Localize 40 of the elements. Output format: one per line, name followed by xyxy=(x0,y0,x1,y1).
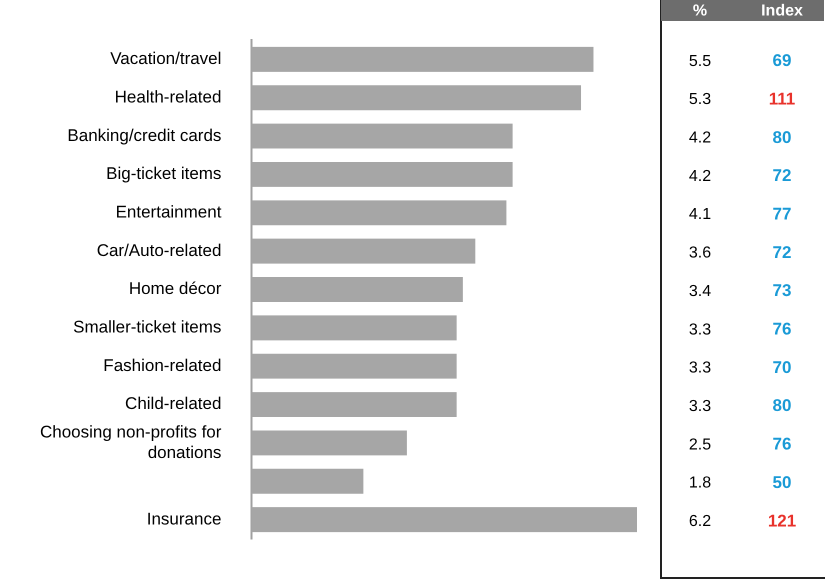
data-label: 3.6 xyxy=(688,244,712,262)
data-label: 3.3 xyxy=(688,321,712,338)
y-tick-label: Choosing non-profits for donations xyxy=(40,422,222,462)
text: 80 xyxy=(772,396,792,416)
y-tick-label: Insurance xyxy=(146,509,222,528)
text: 111 xyxy=(768,89,796,108)
data-label: 4.1 xyxy=(688,206,712,224)
text: 76 xyxy=(772,320,792,339)
y-tick-label: Smaller-ticket items xyxy=(73,318,222,337)
y-tick-label: Entertainment xyxy=(116,202,222,222)
y-tick-label: Home décor xyxy=(128,279,222,298)
data-label: 1.8 xyxy=(688,474,712,492)
y-tick-label: Fashion-related xyxy=(103,356,222,375)
y-tick-label: Car/Auto-related xyxy=(96,240,222,260)
text: 72 xyxy=(772,166,792,186)
text: 121 xyxy=(768,511,796,530)
y-tick-label: Health-related xyxy=(114,87,222,106)
text: 77 xyxy=(772,204,792,224)
text: 69 xyxy=(772,51,792,70)
text: Index xyxy=(761,2,803,20)
data-label: 3.4 xyxy=(688,282,712,300)
data-label: 3.3 xyxy=(688,360,712,377)
data-label: 4.2 xyxy=(688,129,712,146)
y-tick-label: Child-related xyxy=(125,394,222,414)
text: 80 xyxy=(772,128,792,147)
text: 76 xyxy=(772,434,792,454)
data-label: 3.3 xyxy=(688,398,712,415)
text: 50 xyxy=(772,472,792,492)
data-label: 5.3 xyxy=(688,91,712,108)
y-tick-label: Big-ticket items xyxy=(106,164,222,184)
data-label: 4.2 xyxy=(688,168,712,185)
y-tick-label: Vacation/travel xyxy=(110,49,222,68)
data-label: 6.2 xyxy=(688,513,712,530)
y-tick-label: Banking/credit cards xyxy=(67,126,222,145)
text: 72 xyxy=(772,242,792,262)
data-label: 2.5 xyxy=(688,436,712,454)
text: 70 xyxy=(772,358,792,377)
data-label: 5.5 xyxy=(688,52,712,70)
text: 73 xyxy=(772,281,792,300)
text: % xyxy=(692,2,708,20)
